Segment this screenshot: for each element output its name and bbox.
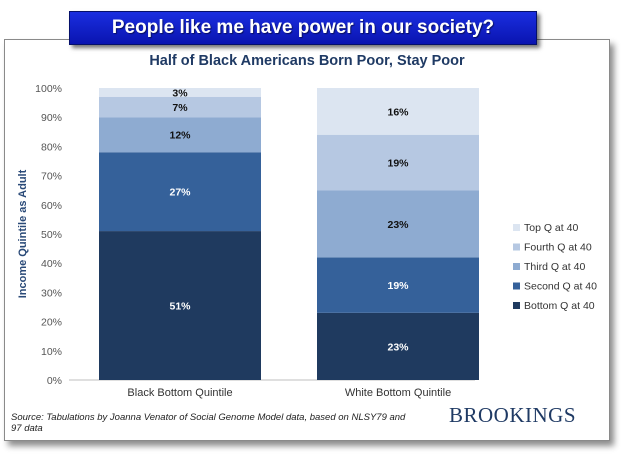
legend-swatch — [513, 263, 520, 270]
legend-label: Second Q at 40 — [524, 281, 597, 293]
chart-title: Half of Black Americans Born Poor, Stay … — [149, 53, 465, 69]
bar-segment — [99, 88, 261, 97]
data-label: 12% — [169, 130, 191, 142]
y-tick-label: 50% — [41, 229, 62, 241]
bar-segment — [99, 117, 261, 153]
y-tick-label: 30% — [41, 287, 62, 299]
legend-swatch — [513, 282, 520, 290]
data-label: 3% — [172, 87, 188, 99]
bar-segment — [317, 190, 479, 258]
bar-segment — [99, 96, 261, 118]
bar-segment — [99, 231, 261, 380]
y-tick-label: 100% — [35, 83, 62, 95]
y-tick-label: 0% — [47, 375, 62, 387]
y-tick-label: 60% — [41, 200, 62, 212]
legend-label: Top Q at 40 — [524, 222, 578, 234]
source-note: Source: Tabulations by Joanna Venator of… — [11, 412, 406, 434]
data-label: 7% — [172, 102, 188, 114]
y-tick-label: 90% — [41, 112, 62, 124]
data-label: 23% — [387, 341, 409, 353]
data-label: 27% — [169, 187, 191, 199]
bar-segment — [317, 134, 479, 191]
legend-label: Bottom Q at 40 — [524, 300, 595, 312]
y-tick-label: 40% — [41, 258, 62, 270]
x-category-label: White Bottom Quintile — [345, 387, 451, 399]
banner-title: People like me have power in our society… — [69, 11, 537, 45]
banner-text: People like me have power in our society… — [111, 17, 495, 38]
data-label: 16% — [387, 106, 409, 118]
legend-swatch — [513, 243, 520, 251]
legend-label: Third Q at 40 — [524, 261, 585, 273]
x-category-label: Black Bottom Quintile — [127, 387, 232, 399]
bar-segment — [99, 152, 261, 232]
bar-segment — [317, 257, 479, 313]
data-label: 51% — [169, 301, 191, 313]
y-tick-label: 10% — [41, 346, 62, 358]
bar-segment — [317, 312, 479, 380]
y-tick-label: 80% — [41, 141, 62, 153]
y-tick-label: 20% — [41, 317, 62, 329]
bar-segment — [317, 88, 479, 135]
data-label: 23% — [387, 219, 409, 231]
legend-swatch — [513, 224, 520, 231]
brookings-logo: BROOKINGS — [449, 403, 577, 427]
y-tick-label: 70% — [41, 171, 62, 183]
data-label: 19% — [387, 280, 409, 292]
y-axis-label: Income Quintile as Adult — [17, 169, 29, 298]
legend-swatch — [513, 302, 520, 309]
legend-label: Fourth Q at 40 — [524, 242, 592, 254]
data-label: 19% — [387, 157, 409, 169]
